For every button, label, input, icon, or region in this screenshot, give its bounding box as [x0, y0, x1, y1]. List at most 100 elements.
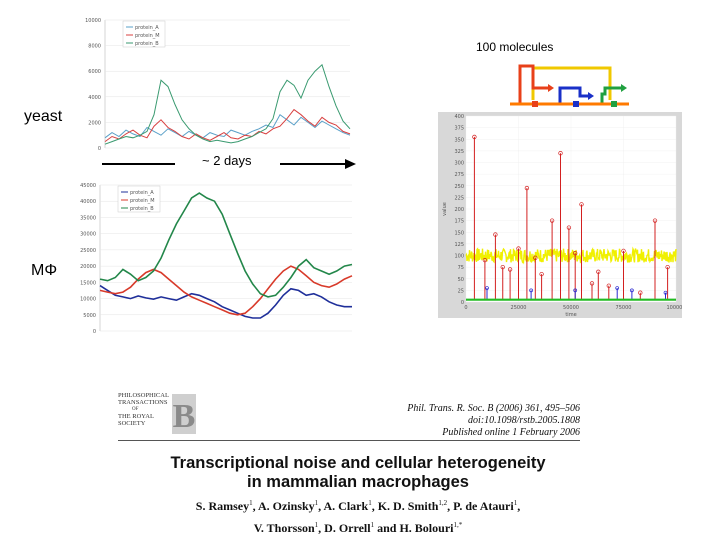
- red-gene-arrow: [518, 64, 549, 104]
- legend-entry: protein_A: [135, 25, 159, 31]
- y-tick-label: 150: [454, 230, 464, 236]
- author-affiliation: 1,2: [438, 499, 448, 507]
- red-spike-point: [516, 246, 521, 251]
- y-tick-label: 10000: [80, 297, 96, 303]
- legend-entry: protein_B: [135, 41, 159, 47]
- series-line-yellow: [465, 246, 677, 265]
- series-line-protein_M: [99, 265, 353, 316]
- macrophage-label: MΦ: [31, 262, 58, 279]
- blue-gene-arrowhead: [588, 92, 594, 100]
- journal-citation: Phil. Trans. R. Soc. B (2006) 361, 495–5…: [380, 403, 580, 439]
- yeast-label: yeast: [24, 108, 63, 125]
- y-tick-label: 0: [98, 146, 101, 152]
- red-spike-point: [665, 264, 670, 270]
- authors-line-2: V. Thorsson1, D. Orrell1 and H. Bolouri1…: [118, 516, 598, 538]
- author-name: S. Ramsey: [195, 499, 250, 513]
- author-separator: and: [374, 521, 400, 535]
- red-spike-point: [579, 202, 584, 207]
- x-tick-label: 25000: [511, 305, 527, 311]
- blue-spike-point: [573, 288, 578, 293]
- y-tick-label: 250: [454, 184, 464, 190]
- journal-doi: doi:10.1098/rstb.2005.1808: [468, 415, 580, 426]
- duration-arrowhead: [345, 159, 356, 169]
- author-affiliation: 1: [513, 499, 518, 507]
- paper-title-line-2: in mammalian macrophages: [247, 473, 469, 491]
- y-tick-label: 125: [454, 242, 464, 248]
- red-spike-point: [533, 255, 538, 260]
- yellow-regulation-line: [531, 66, 612, 100]
- x-tick-label: 75000: [616, 305, 632, 311]
- green-gene-arrowhead: [621, 84, 627, 92]
- red-spike-point: [652, 218, 658, 223]
- publisher-letter-frame: B: [172, 394, 196, 435]
- duration-arrows: [102, 159, 356, 169]
- author-separator: ,: [318, 521, 325, 535]
- red-gene-arrowhead: [548, 84, 554, 92]
- gene-box-red: [532, 101, 538, 107]
- publisher-emblem: B: [172, 394, 196, 435]
- y-tick-label: 350: [454, 137, 464, 143]
- author-separator: ,: [318, 499, 324, 513]
- y-tick-label: 35000: [80, 215, 96, 221]
- red-spike-point: [558, 151, 563, 156]
- red-spike-point: [482, 257, 488, 263]
- y-tick-label: 100: [454, 254, 464, 260]
- y-tick-label: 275: [454, 172, 464, 178]
- x-tick-label: 50000: [563, 305, 579, 311]
- author-name: A. Clark: [323, 499, 369, 513]
- stochastic-chart: 0 25 50 75 100 125 150 175 200 225 250 275 300 325 350…: [438, 112, 682, 318]
- blue-spike-point: [485, 286, 489, 290]
- author-separator: ,: [252, 499, 258, 513]
- y-tick-label: 8000: [88, 44, 101, 50]
- gene-box-green: [611, 101, 617, 107]
- gene-box-blue: [573, 101, 579, 107]
- y-tick-label: 50: [458, 277, 464, 283]
- paper-title-line-1: Transcriptional noise and cellular heter…: [170, 454, 546, 472]
- blue-spike-point: [529, 288, 533, 293]
- red-spike-point: [524, 185, 530, 191]
- y-tick-label: 25000: [80, 248, 96, 254]
- y-tick-label: 15000: [80, 280, 96, 286]
- blue-spike-point: [630, 288, 634, 293]
- paper-title: Transcriptional noise and cellular heter…: [118, 454, 598, 492]
- y-tick-label: 175: [454, 219, 464, 225]
- legend-entry: protein_B: [130, 206, 154, 212]
- y-tick-label: 10000: [85, 18, 101, 24]
- y-tick-label: 2000: [88, 120, 101, 126]
- paper-authors: S. Ramsey1, A. Ozinsky1, A. Clark1, K. D…: [118, 494, 598, 538]
- legend-entry: protein_M: [135, 33, 160, 39]
- publisher-logo: B PHILOSOPHICAL TRANSACTIONS OF THE ROYA…: [118, 390, 198, 440]
- author-affiliation: 1,*: [453, 521, 463, 529]
- y-tick-label: 20000: [80, 264, 96, 270]
- y-tick-label: 325: [454, 149, 464, 155]
- red-spike-point: [573, 251, 578, 256]
- red-spike-point: [539, 271, 544, 277]
- author-name: P. de Atauri: [453, 499, 514, 513]
- red-spike-point: [472, 134, 477, 140]
- series-line-protein_B: [99, 192, 353, 298]
- yeast-chart: 0 2000 4000 6000 8000 10000 protein_A protein_M…: [85, 18, 351, 152]
- series-line-protein_A: [99, 284, 352, 319]
- author-separator: ,: [517, 499, 521, 513]
- y-tick-label: 30000: [80, 232, 96, 238]
- publisher-line-4: THE ROYAL: [118, 413, 154, 420]
- y-tick-label: 45000: [80, 183, 96, 189]
- duration-label: ~ 2 days: [202, 153, 252, 168]
- publisher-letter: B: [173, 398, 196, 434]
- publisher-line-1: PHILOSOPHICAL: [118, 392, 169, 399]
- author-name: K. D. Smith: [377, 499, 439, 513]
- y-tick-label: 75: [458, 265, 464, 271]
- red-spike-point: [500, 264, 505, 270]
- legend-entry: protein_A: [130, 190, 154, 196]
- author-name: H. Bolouri: [399, 521, 454, 535]
- journal-reference: Phil. Trans. R. Soc. B (2006) 361, 495–5…: [407, 403, 580, 414]
- y-tick-label: 4000: [88, 95, 101, 101]
- author-name: A. Ozinsky: [257, 499, 315, 513]
- y-tick-label: 6000: [88, 69, 101, 75]
- blue-spike-point: [663, 290, 668, 295]
- red-spike-point: [589, 281, 595, 286]
- author-affiliation: 1: [314, 499, 319, 507]
- authors-line-1: S. Ramsey1, A. Ozinsky1, A. Clark1, K. D…: [118, 494, 598, 516]
- y-tick-label: 400: [454, 114, 464, 120]
- series-line-protein_M: [104, 108, 351, 143]
